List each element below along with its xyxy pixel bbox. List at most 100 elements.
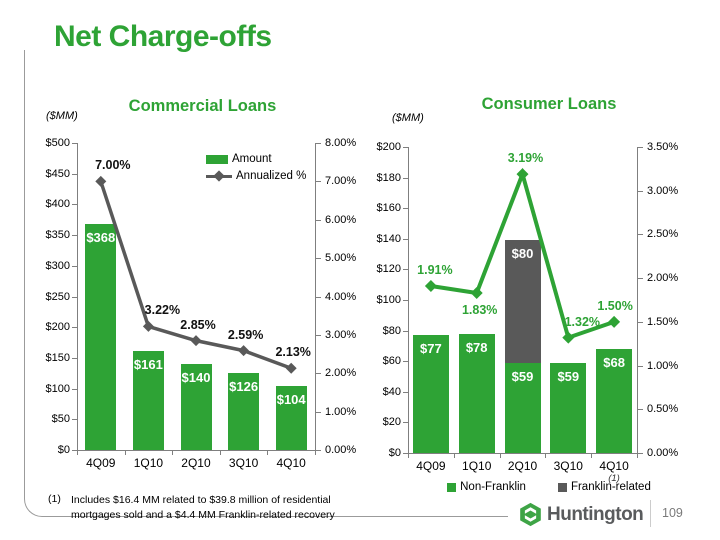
diamond-marker-icon [516, 168, 529, 181]
y-axis-tick [403, 300, 408, 301]
chart-legend: Amount Annualized % [206, 153, 306, 187]
bar-segment [412, 335, 449, 453]
y-axis-tick [72, 327, 77, 329]
commercial-loans-chart: Commercial Loans ($MM) $0 $50 $100 $150 $200 $2… [30, 97, 375, 497]
y-axis-tick-label: $140 [376, 232, 401, 245]
legend-item: Non-Franklin [447, 481, 526, 493]
diamond-marker-icon [470, 287, 483, 300]
y2-axis-tick [638, 278, 643, 280]
y-axis-tick [72, 450, 77, 451]
line-point-label: 1.50% [597, 298, 633, 313]
x-axis-tick [453, 453, 455, 458]
y2-axis-line [315, 143, 316, 450]
y-axis-tick-label: $0 [57, 444, 70, 456]
bar-value-label: $68 [603, 354, 625, 370]
x-axis-tick [172, 450, 174, 455]
y-axis-tick-label: $200 [45, 321, 70, 334]
x-axis-tick [591, 453, 593, 458]
y-axis-tick [403, 177, 408, 179]
y2-axis-tick [638, 453, 643, 454]
y2-axis-tick-label: 1.50% [647, 315, 679, 328]
y2-axis-tick [638, 409, 643, 411]
x-axis-tick [545, 453, 547, 458]
y2-axis-tick-label: 0.00% [647, 447, 679, 459]
y2-axis-tick-label: 8.00% [325, 137, 357, 149]
bar-value-label: $126 [229, 378, 259, 394]
line-point-label: 1.83% [461, 303, 498, 317]
y-axis-tick-label: $500 [45, 137, 70, 149]
y-axis-tick [403, 453, 408, 454]
bar-value-label: $161 [133, 357, 163, 373]
y2-axis-tick-label: 2.50% [647, 228, 679, 241]
y-axis-tick [403, 330, 408, 332]
y-axis-tick-label: $400 [45, 198, 70, 211]
x-axis-label: 3Q10 [553, 459, 583, 473]
y2-axis-tick-label: 6.00% [325, 213, 357, 226]
units-label: ($MM) [46, 110, 78, 122]
y-axis-tick [72, 143, 77, 144]
y-axis-tick-label: $180 [376, 171, 401, 184]
bar-value-label: $77 [420, 341, 442, 357]
units-label: ($MM) [392, 112, 424, 124]
bar-segment [550, 362, 587, 453]
x-axis-label: 2Q10 [507, 459, 538, 473]
legend-item-label: Annualized % [236, 170, 307, 182]
x-axis-tick [267, 450, 269, 455]
y2-axis-tick-label: 4.00% [325, 290, 357, 303]
y-axis-tick-label: $350 [45, 229, 70, 242]
legend-diamond-icon [213, 170, 225, 182]
x-axis-label: 4Q09 [86, 456, 116, 470]
bar-segment [596, 348, 633, 453]
x-axis-tick [77, 450, 78, 455]
chart-legend: Non-Franklin Franklin-related [378, 481, 720, 498]
y2-axis-tick [316, 181, 321, 183]
y2-axis-tick [316, 450, 321, 451]
bar-value-label: $80 [511, 246, 534, 262]
diamond-marker-icon [142, 320, 154, 332]
slide-title: Net Charge-offs [54, 20, 272, 53]
y2-axis-tick-label: 0.00% [325, 444, 357, 456]
y-axis-tick [403, 269, 408, 271]
footnote-line2: mortgages sold and a $4.4 MM Franklin-re… [71, 508, 335, 521]
line-point-label: 3.19% [507, 151, 544, 166]
chart-title: Consumer Loans [481, 95, 617, 113]
y-axis-tick-label: $0 [388, 447, 401, 459]
bar-value-label: $368 [86, 230, 116, 246]
bar-value-label: $59 [511, 368, 534, 384]
y2-axis-tick-label: 3.00% [647, 184, 679, 197]
x-axis-tick [124, 450, 126, 455]
y-axis-tick-label: $60 [382, 355, 401, 368]
y2-axis-tick-label: 1.00% [325, 405, 357, 418]
footnote-text: Includes $16.4 MM related to $39.8 milli… [71, 493, 335, 522]
chart-title: Commercial Loans [128, 97, 277, 115]
y-axis-tick-label: $40 [382, 385, 401, 398]
slide-border [24, 50, 508, 517]
y-axis-tick [72, 265, 77, 267]
diamond-marker-icon [608, 315, 621, 328]
y-axis-tick [72, 419, 77, 421]
y-axis-tick-label: $20 [382, 416, 401, 429]
legend-item-label: Franklin-related [570, 481, 651, 493]
x-axis-tick [499, 453, 501, 458]
x-axis-label: 1Q10 [133, 456, 164, 470]
y2-axis-tick [316, 219, 321, 221]
y-axis-tick [72, 204, 77, 206]
x-axis-tick [315, 450, 316, 455]
y2-axis-tick-label: 1.00% [647, 359, 679, 372]
legend-square-swatch-icon [447, 482, 457, 492]
y2-axis-tick-label: 2.00% [647, 272, 679, 285]
y2-axis-tick [316, 258, 321, 260]
bar-value-label: $104 [276, 392, 306, 408]
y2-axis-tick-label: 5.00% [325, 252, 357, 265]
footer-divider [650, 500, 651, 527]
legend-item: Franklin-related [557, 481, 651, 493]
y2-axis-tick [316, 411, 321, 413]
line-point-label: 1.91% [417, 263, 453, 277]
y-axis-tick [72, 235, 77, 237]
y-axis-tick-label: $50 [51, 413, 70, 426]
legend-line-swatch-icon [206, 170, 232, 182]
diamond-marker-icon [238, 345, 250, 357]
bar-segment [228, 372, 260, 450]
line-point-label: 1.32% [564, 314, 601, 329]
consumer-loans-chart: Consumer Loans ($MM) $0 $20 $40 $60 $80 $100 $12… [377, 95, 720, 510]
